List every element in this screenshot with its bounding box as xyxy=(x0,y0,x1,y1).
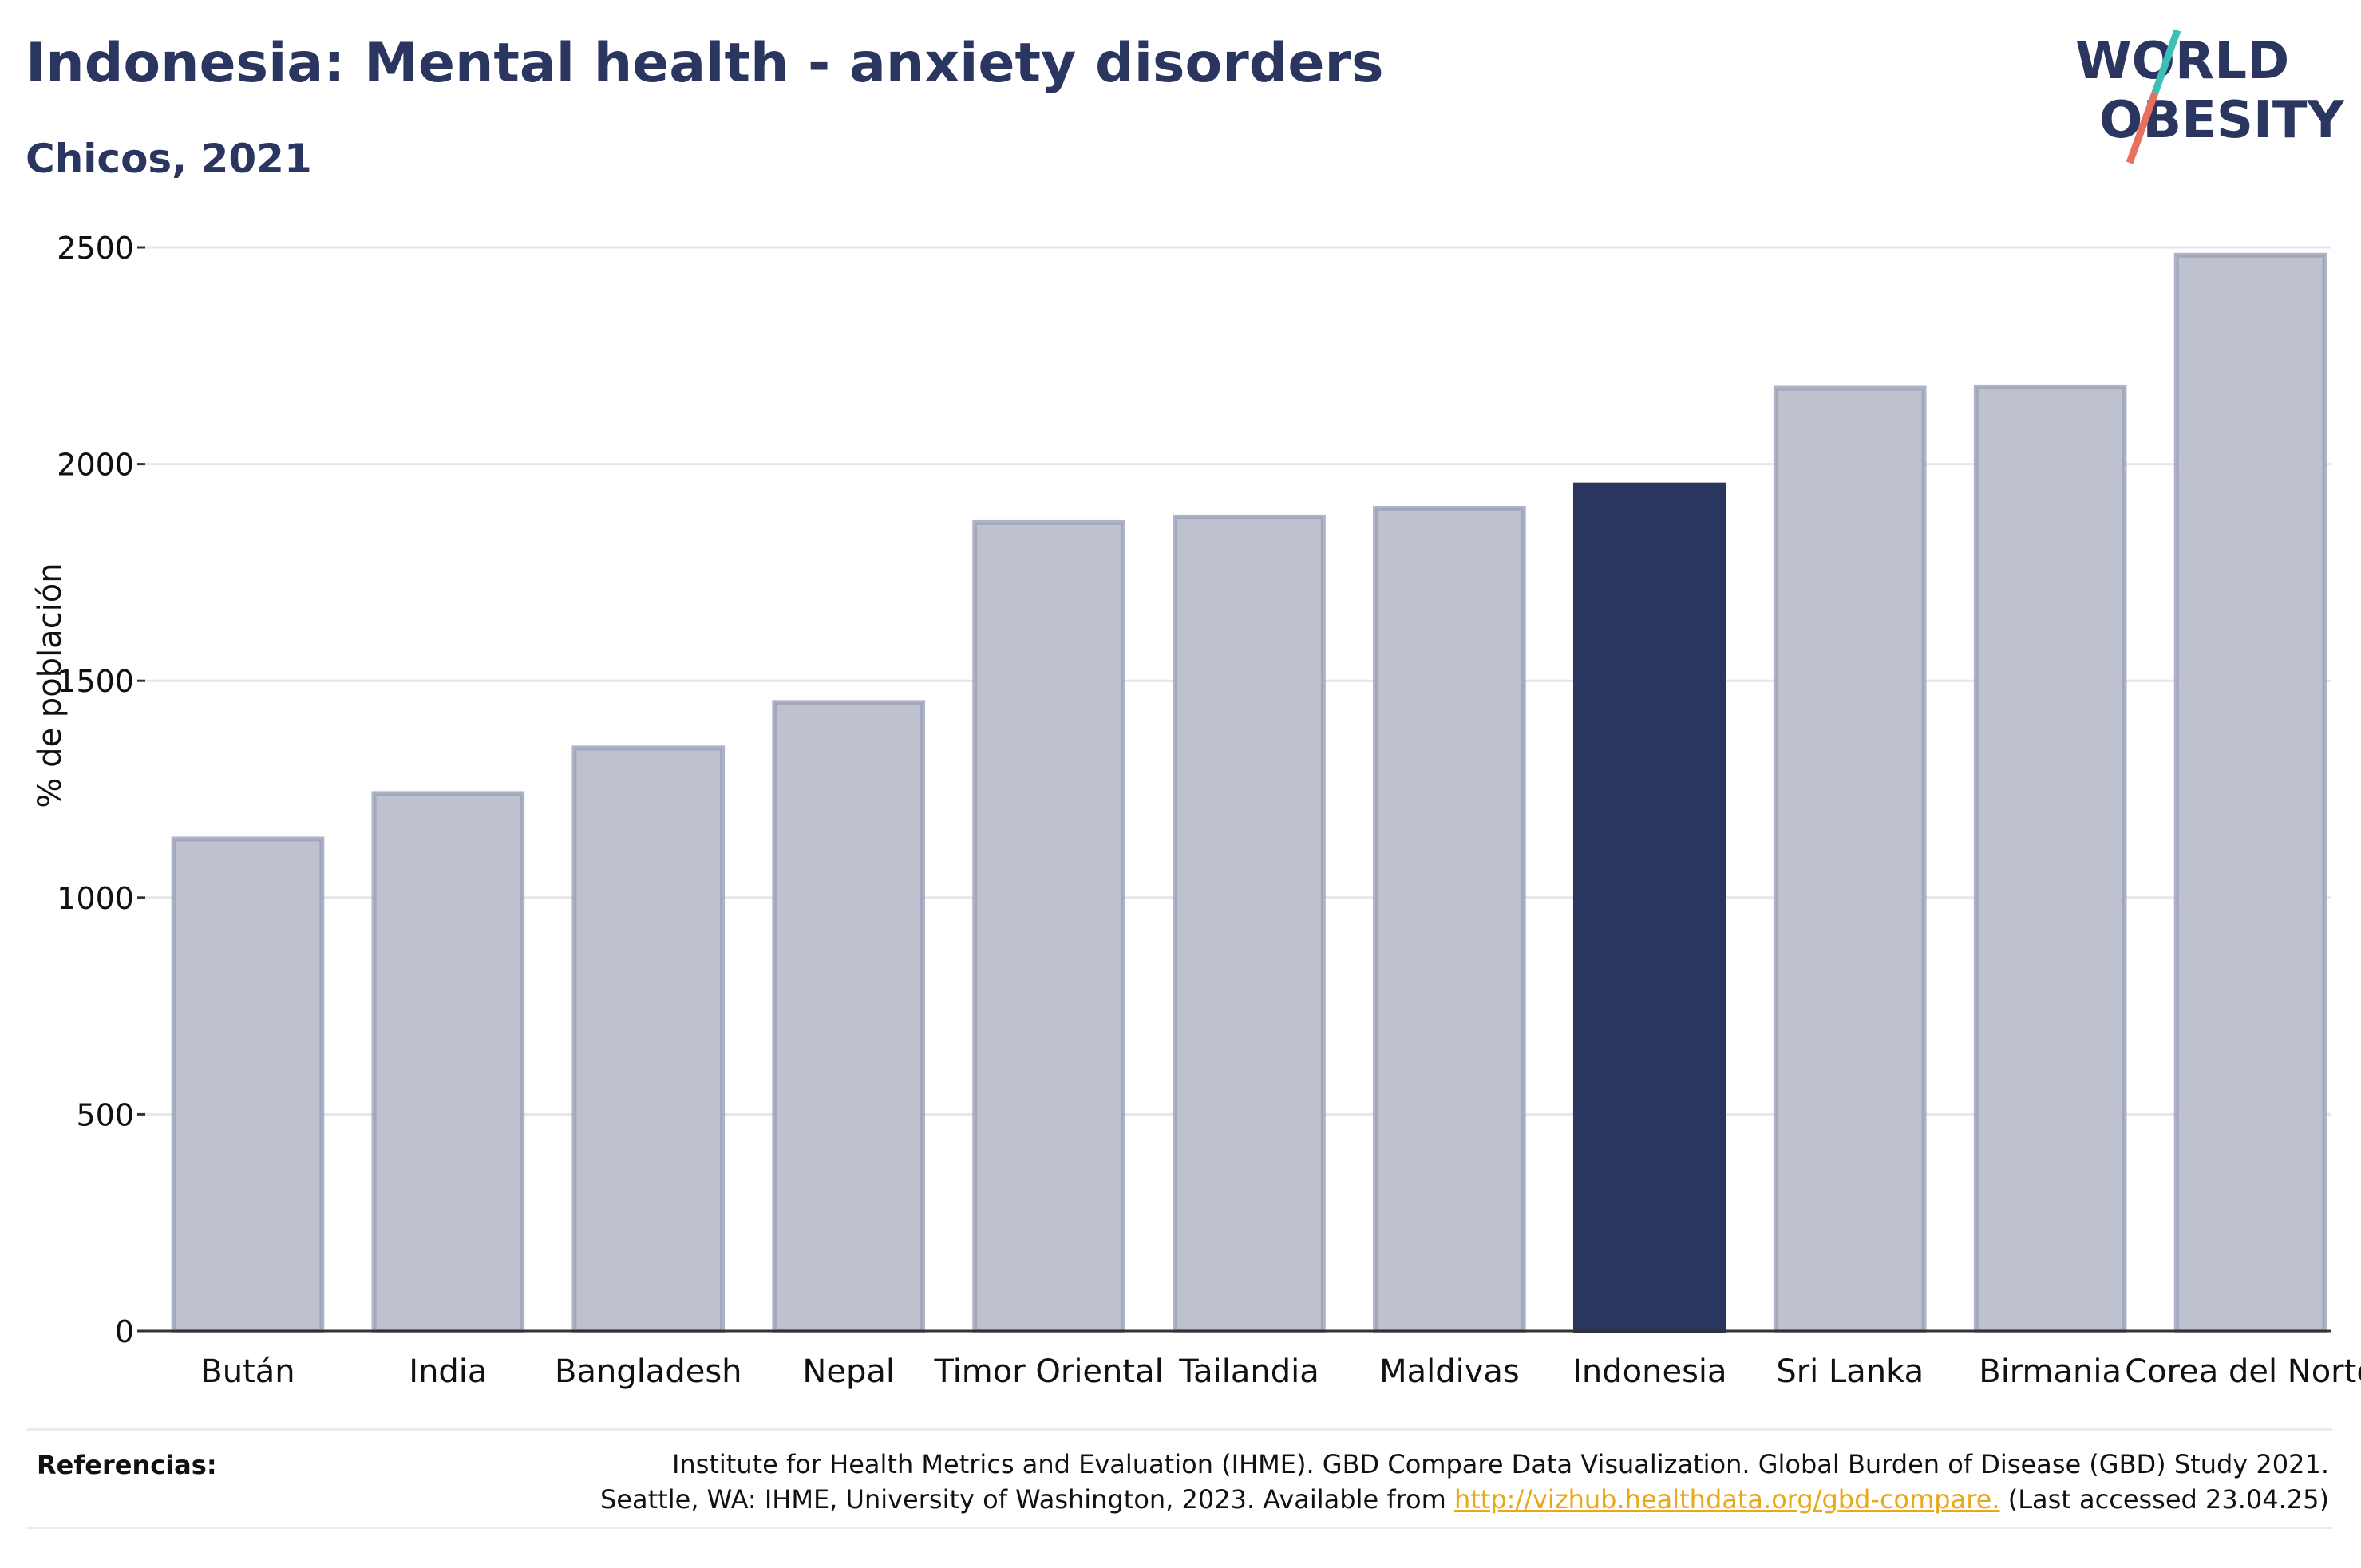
logo-slash-bottom xyxy=(2126,91,2159,164)
y-tick-label: 0 xyxy=(115,1314,134,1349)
bar xyxy=(1173,514,1326,1333)
bar xyxy=(772,700,926,1333)
y-tick-label: 1500 xyxy=(57,664,134,699)
x-tick-label: Bangladesh xyxy=(555,1353,742,1390)
bar xyxy=(371,791,525,1333)
bar xyxy=(1572,482,1726,1333)
y-tick-label: 1000 xyxy=(57,881,134,916)
x-tick-label: Indonesia xyxy=(1572,1353,1726,1390)
references-line-2: Seattle, WA: IHME, University of Washing… xyxy=(600,1482,2329,1517)
bar xyxy=(1373,506,1526,1334)
x-tick-label: Sri Lanka xyxy=(1776,1353,1924,1390)
chart-title: Indonesia: Mental health - anxiety disor… xyxy=(26,32,1384,95)
y-axis-label: % de población xyxy=(32,563,69,808)
references-line-2-text: Seattle, WA: IHME, University of Washing… xyxy=(600,1484,1454,1515)
x-tick-label: Timor Oriental xyxy=(933,1353,1163,1390)
references-link[interactable]: http://vizhub.healthdata.org/gbd-compare… xyxy=(1453,1484,2000,1515)
logo-line-1: WORLD xyxy=(2075,32,2289,91)
bar xyxy=(571,745,726,1333)
references-text: Institute for Health Metrics and Evaluat… xyxy=(600,1447,2329,1517)
x-tick-label: Tailandia xyxy=(1178,1353,1319,1390)
x-tick-label: Birmania xyxy=(1979,1353,2122,1390)
bar xyxy=(1773,385,1927,1333)
x-tick-label: India xyxy=(409,1353,487,1390)
chart-subtitle: Chicos, 2021 xyxy=(26,136,312,182)
references-line-2-suffix: (Last accessed 23.04.25) xyxy=(1999,1484,2329,1515)
bar xyxy=(972,519,1125,1333)
references-section: Referencias: Institute for Health Metric… xyxy=(26,1428,2332,1529)
x-tick-label: Bután xyxy=(200,1353,295,1390)
y-tick-label: 2500 xyxy=(57,231,134,266)
y-tick-label: 500 xyxy=(76,1097,134,1132)
x-tick-label: Nepal xyxy=(802,1353,895,1390)
logo-slash-top xyxy=(2151,29,2181,94)
y-tick-label: 2000 xyxy=(57,448,134,483)
bar xyxy=(1973,384,2127,1333)
references-label: Referencias: xyxy=(37,1450,217,1480)
bar-chart: 0 500 1000 1500 2000 2500 % de población Bután I… xyxy=(32,231,2361,1390)
bar xyxy=(2173,252,2327,1333)
bar xyxy=(171,836,325,1333)
x-tick-label: Maldivas xyxy=(1379,1353,1520,1390)
references-line-1: Institute for Health Metrics and Evaluat… xyxy=(671,1449,2329,1479)
world-obesity-logo: WORLD OBESITY xyxy=(2075,29,2344,164)
x-tick-label: Corea del Norte xyxy=(2125,1353,2361,1390)
